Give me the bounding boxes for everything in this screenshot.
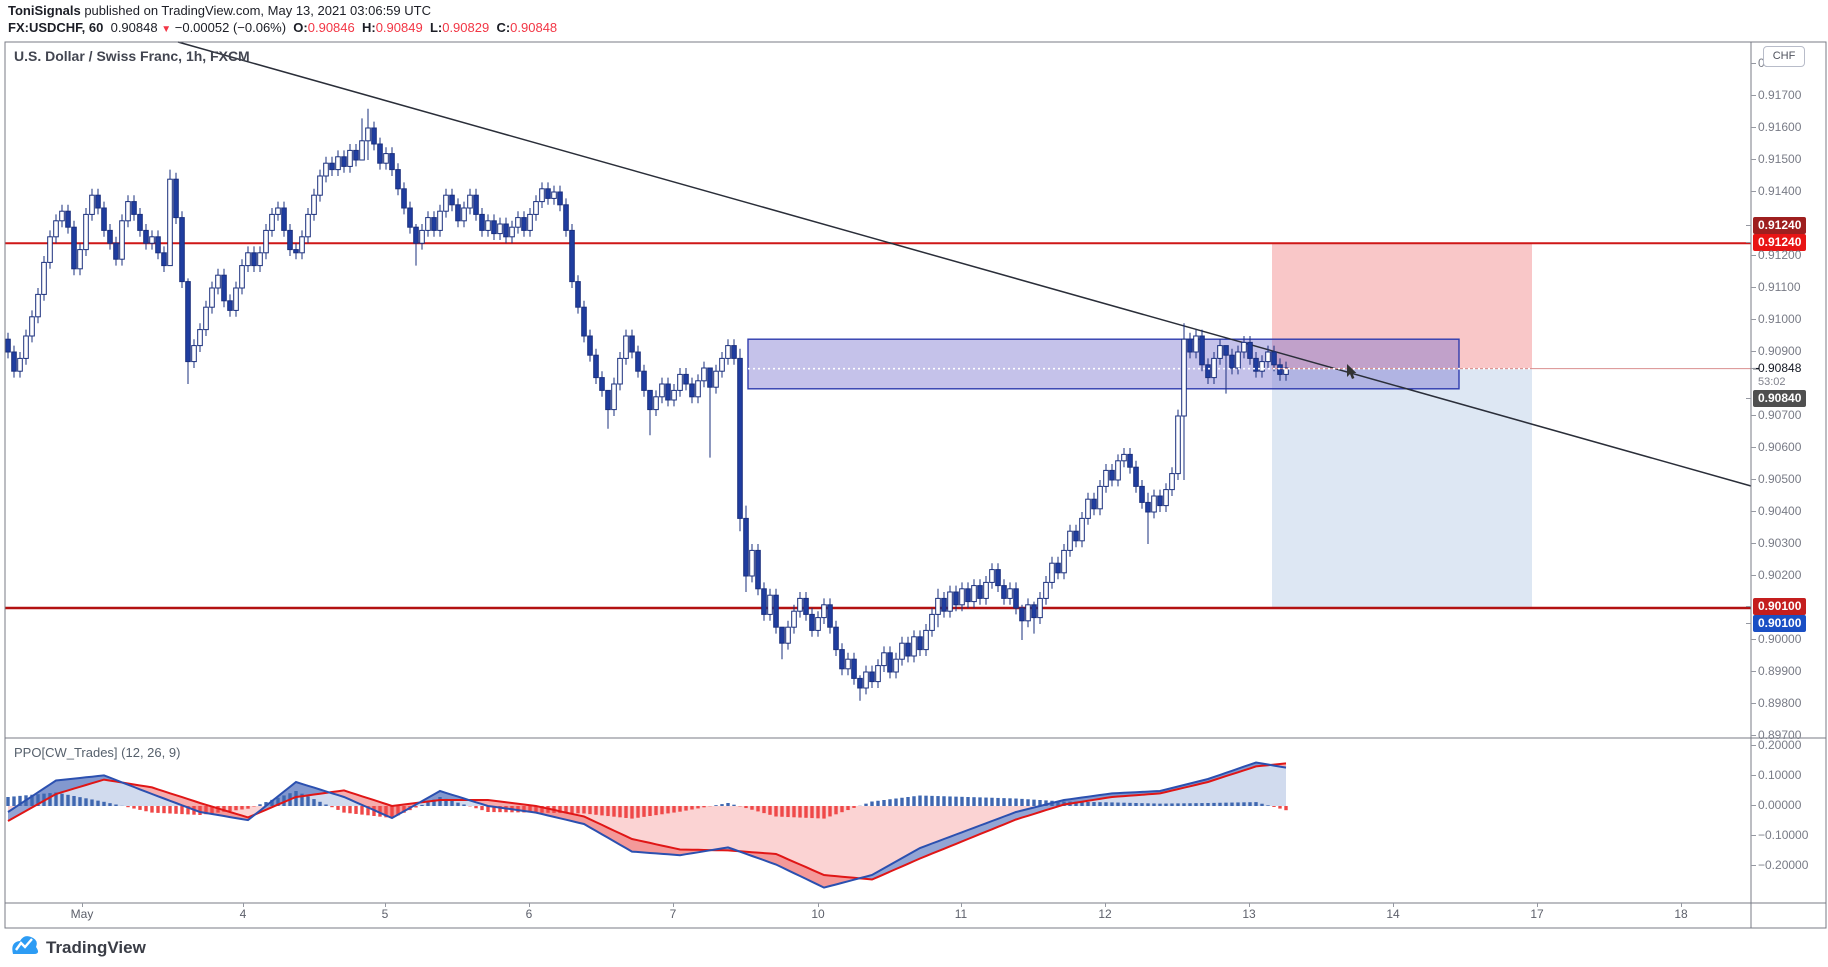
chart-title: U.S. Dollar / Swiss Franc, 1h, FXCM	[14, 48, 250, 64]
low-value: 0.90829	[442, 20, 490, 35]
price-axis-label: 0.90100	[1745, 615, 1807, 632]
price-axis-label: 0.89700	[1750, 728, 1802, 742]
time-axis-label: 13	[1242, 907, 1256, 921]
time-axis-label: May	[70, 907, 94, 921]
price-axis-label: 0.90400	[1750, 504, 1802, 518]
price-axis-label: 0.91200	[1750, 248, 1802, 262]
price-axis-label: 0.91000	[1750, 312, 1802, 326]
price-axis-label: 0.90000	[1750, 632, 1802, 646]
publish-info: ToniSignals published on TradingView.com…	[8, 3, 431, 18]
currency-toggle-button[interactable]: CHF	[1763, 46, 1805, 67]
price-axis-label: 0.91240	[1745, 234, 1807, 251]
price-axis-label: 0.90900	[1750, 344, 1802, 358]
close-value: 0.90848	[510, 20, 558, 35]
price-axis-label: 0.89900	[1750, 664, 1802, 678]
time-axis-label: 5	[381, 907, 389, 921]
price-axis-label: 0.90200	[1750, 568, 1802, 582]
time-axis-tick	[1249, 903, 1250, 907]
time-axis-tick	[1681, 903, 1682, 907]
price-axis-label: 0.90300	[1750, 536, 1802, 550]
last-price: 0.90848	[110, 20, 158, 35]
price-axis-label: 0.90600	[1750, 440, 1802, 454]
time-axis-tick	[529, 903, 530, 907]
time-axis-tick	[1393, 903, 1394, 907]
time-axis-tick	[961, 903, 962, 907]
time-axis-tick	[673, 903, 674, 907]
ppo-axis-label: −0.10000	[1750, 828, 1809, 842]
time-axis-tick	[243, 903, 244, 907]
time-axis-label: 17	[1530, 907, 1544, 921]
time-axis-tick	[82, 903, 83, 907]
open-label: O:	[293, 20, 308, 35]
price-axis-label: 0.90100	[1745, 598, 1807, 615]
time-axis-label: 7	[669, 907, 677, 921]
tradingview-brand[interactable]: TradingView	[10, 933, 146, 963]
time-axis-label: 14	[1386, 907, 1400, 921]
price-change: −0.00052 (−0.06%)	[174, 20, 287, 35]
price-axis-label: 0.91700	[1750, 88, 1802, 102]
price-axis-label: 0.91400	[1750, 184, 1802, 198]
ppo-axis-label: −0.20000	[1750, 858, 1809, 872]
price-axis-label: 0.90700	[1750, 408, 1802, 422]
ppo-axis-label: 0.00000	[1750, 798, 1802, 812]
price-axis-label: 53:02	[1758, 376, 1786, 388]
time-axis-label: 4	[239, 907, 247, 921]
time-axis-tick	[818, 903, 819, 907]
price-axis-label: 0.90500	[1750, 472, 1802, 486]
price-axis-label: 0.89800	[1750, 696, 1802, 710]
time-axis-label: 12	[1098, 907, 1112, 921]
price-axis-label: 0.90848	[1750, 361, 1802, 375]
price-axis-label: 0.91600	[1750, 120, 1802, 134]
high-value: 0.90849	[375, 20, 423, 35]
ppo-axis-label: 0.10000	[1750, 768, 1802, 782]
price-axis-label: 0.91100	[1751, 280, 1801, 294]
symbol-interval[interactable]: FX:USDCHF, 60	[8, 20, 104, 35]
price-axis-label: 0.91500	[1750, 152, 1802, 166]
symbol-info-bar: FX:USDCHF, 60 0.90848 ▼ −0.00052 (−0.06%…	[8, 20, 557, 35]
time-axis-label: 6	[525, 907, 533, 921]
time-axis-tick	[1537, 903, 1538, 907]
down-arrow-icon: ▼	[161, 24, 172, 35]
price-axis-label: 0.91240	[1745, 217, 1807, 234]
open-value: 0.90846	[307, 20, 355, 35]
publish-details: published on TradingView.com, May 13, 20…	[80, 3, 431, 18]
high-label: H:	[361, 20, 376, 35]
author-name: ToniSignals	[8, 3, 81, 18]
time-axis-label: 10	[811, 907, 825, 921]
close-label: C:	[496, 20, 511, 35]
price-axis-label: 0.90840	[1745, 390, 1807, 407]
low-label: L:	[429, 20, 443, 35]
time-axis-label: 18	[1674, 907, 1688, 921]
tradingview-logo-text: TradingView	[46, 938, 146, 957]
time-axis-tick	[1105, 903, 1106, 907]
ppo-axis-label: 0.20000	[1750, 738, 1802, 752]
time-axis-tick	[385, 903, 386, 907]
ppo-indicator-label[interactable]: PPO[CW_Trades] (12, 26, 9)	[14, 745, 181, 760]
time-axis-label: 11	[954, 907, 968, 921]
tradingview-logo-icon	[10, 933, 40, 964]
